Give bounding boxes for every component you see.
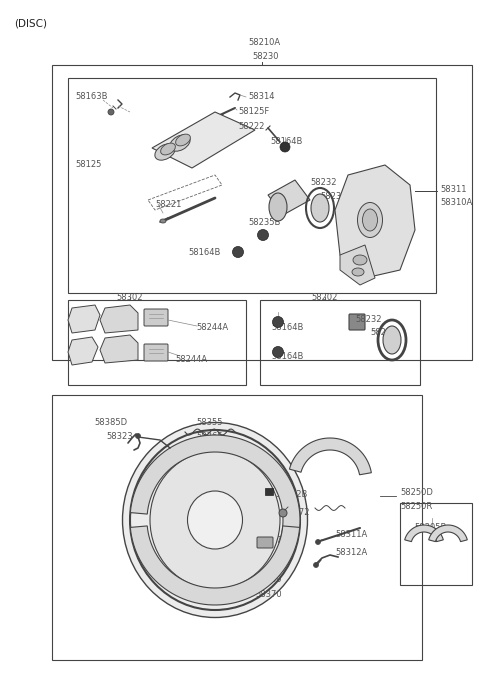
Text: 58305B: 58305B: [414, 523, 446, 532]
Text: 58355: 58355: [196, 418, 223, 427]
Circle shape: [273, 316, 284, 327]
Text: 58163B: 58163B: [75, 92, 108, 101]
Text: 58235B: 58235B: [248, 218, 280, 227]
Circle shape: [135, 433, 141, 438]
Polygon shape: [100, 305, 138, 333]
Text: 58210A: 58210A: [248, 38, 280, 47]
Text: 58232: 58232: [355, 315, 382, 324]
Polygon shape: [268, 180, 310, 215]
Ellipse shape: [188, 491, 242, 549]
Text: 58202: 58202: [312, 293, 338, 302]
Text: 58370: 58370: [255, 590, 282, 599]
Bar: [400, 503, 472, 585]
Text: 58314: 58314: [248, 92, 275, 101]
Text: 58310A: 58310A: [440, 198, 472, 207]
Circle shape: [257, 229, 268, 240]
Bar: [52, 395, 422, 660]
Bar: [265, 488, 273, 495]
Circle shape: [279, 509, 287, 517]
Polygon shape: [100, 335, 138, 363]
Ellipse shape: [269, 193, 287, 221]
Text: 58125F: 58125F: [238, 107, 269, 116]
Polygon shape: [340, 245, 375, 285]
FancyBboxPatch shape: [349, 314, 365, 330]
FancyBboxPatch shape: [144, 344, 168, 361]
Bar: [68, 300, 246, 385]
Ellipse shape: [161, 143, 175, 155]
Circle shape: [232, 247, 243, 258]
Polygon shape: [405, 525, 444, 542]
Ellipse shape: [362, 209, 377, 231]
Text: 58230: 58230: [252, 52, 278, 61]
Text: 58322B: 58322B: [275, 490, 307, 499]
Text: 58221: 58221: [155, 200, 181, 209]
Ellipse shape: [176, 134, 191, 146]
Polygon shape: [289, 438, 372, 475]
Bar: [260, 300, 420, 385]
Text: 58164B: 58164B: [271, 323, 303, 332]
Text: 58323: 58323: [106, 432, 132, 441]
FancyBboxPatch shape: [144, 309, 168, 326]
Text: 58311A: 58311A: [335, 530, 367, 539]
Ellipse shape: [358, 203, 383, 238]
Ellipse shape: [160, 219, 166, 223]
Text: 58164B: 58164B: [271, 352, 303, 361]
Circle shape: [273, 347, 284, 358]
Text: 58350: 58350: [255, 575, 281, 584]
Polygon shape: [335, 165, 415, 278]
Text: 58302: 58302: [117, 293, 143, 302]
Text: 58277: 58277: [255, 536, 282, 545]
Ellipse shape: [150, 451, 280, 589]
Circle shape: [108, 109, 114, 115]
Text: 58250R: 58250R: [400, 502, 432, 511]
Text: 58365: 58365: [196, 432, 223, 441]
Text: 58125: 58125: [75, 160, 101, 169]
Polygon shape: [429, 525, 468, 542]
Text: (DISC): (DISC): [14, 18, 47, 28]
Ellipse shape: [155, 144, 175, 160]
Text: 58312A: 58312A: [335, 548, 367, 557]
Polygon shape: [131, 526, 300, 605]
Ellipse shape: [352, 268, 364, 276]
Circle shape: [216, 116, 220, 121]
Text: 58244A: 58244A: [196, 323, 228, 332]
Circle shape: [280, 142, 290, 152]
Text: 58164B: 58164B: [270, 137, 302, 146]
Polygon shape: [131, 435, 300, 542]
FancyBboxPatch shape: [257, 537, 273, 548]
Polygon shape: [68, 337, 98, 365]
Polygon shape: [68, 305, 100, 333]
Text: 58232: 58232: [310, 178, 336, 187]
Text: 58233: 58233: [370, 328, 396, 337]
Ellipse shape: [353, 255, 367, 265]
Text: 58164B: 58164B: [188, 248, 220, 257]
Ellipse shape: [383, 326, 401, 354]
Ellipse shape: [170, 135, 190, 151]
Text: 58244A: 58244A: [175, 355, 207, 364]
Ellipse shape: [311, 194, 329, 222]
Circle shape: [315, 539, 321, 544]
Text: 58250D: 58250D: [400, 488, 433, 497]
Text: 58222: 58222: [238, 122, 264, 131]
Circle shape: [313, 562, 319, 568]
Ellipse shape: [122, 422, 308, 617]
Polygon shape: [152, 112, 255, 168]
Bar: [52, 65, 472, 360]
Bar: [68, 78, 436, 293]
Text: 58233: 58233: [320, 192, 347, 201]
Text: 58311: 58311: [440, 185, 467, 194]
Text: 58385D: 58385D: [94, 418, 127, 427]
Text: 58472: 58472: [283, 508, 310, 517]
